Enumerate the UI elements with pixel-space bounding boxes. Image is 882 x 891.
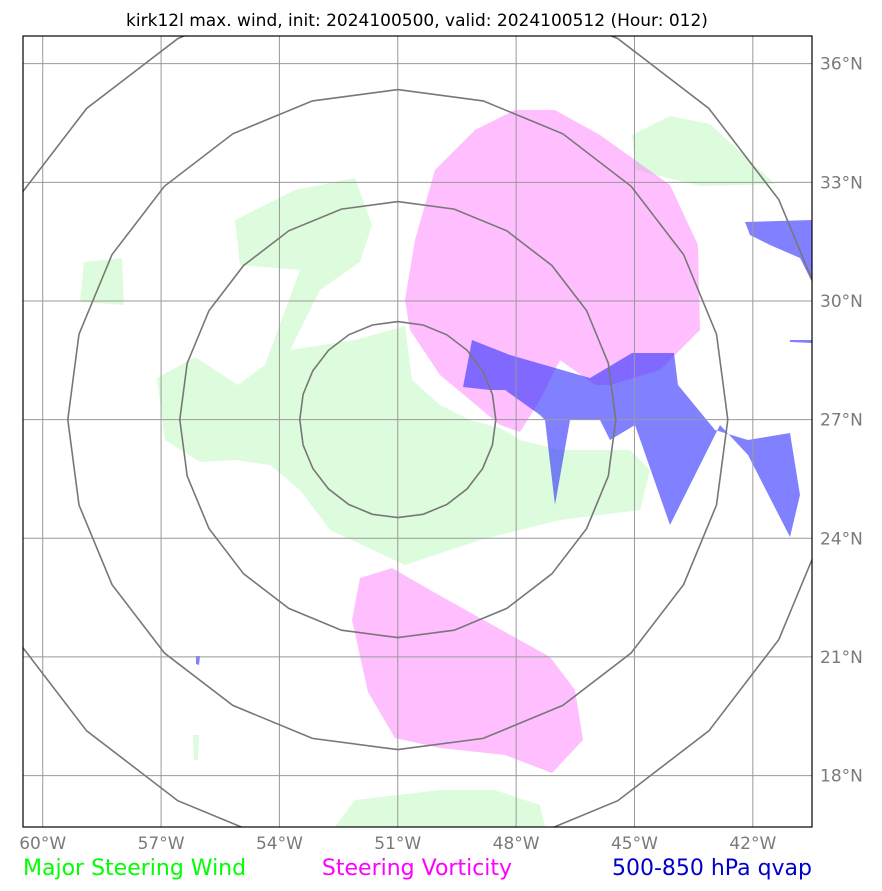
longitude-tick-labels: 60°W 57°W 54°W 51°W 48°W 45°W 42°W	[19, 834, 776, 854]
legend-steering-wind: Major Steering Wind	[23, 856, 246, 881]
legend-qvap: 500-850 hPa qvap	[612, 856, 812, 881]
steering-wind-area-south	[335, 790, 545, 827]
latitude-tick-label: 21°N	[820, 648, 863, 668]
steering-wind-area-west	[80, 258, 124, 305]
latitude-tick-label: 36°N	[820, 55, 863, 75]
longitude-tick-label: 42°W	[729, 834, 776, 854]
range-ring	[23, 36, 812, 827]
map-title: kirk12l max. wind, init: 2024100500, val…	[126, 11, 708, 31]
qvap-area-northeast	[745, 220, 812, 282]
qvap-layer	[196, 220, 812, 665]
latitude-tick-labels: 18°N 21°N 24°N 27°N 30°N 33°N 36°N	[820, 55, 863, 787]
legend-steering-vorticity: Steering Vorticity	[322, 856, 512, 881]
latitude-tick-label: 33°N	[820, 173, 863, 193]
longitude-tick-label: 54°W	[256, 834, 303, 854]
latitude-tick-label: 24°N	[820, 529, 863, 549]
longitude-tick-label: 57°W	[138, 834, 185, 854]
map-frame	[22, 35, 813, 828]
range-ring	[298, 320, 497, 519]
latitude-tick-label: 18°N	[820, 767, 863, 787]
longitude-tick-label: 51°W	[374, 834, 421, 854]
steering-wind-area-small	[193, 735, 199, 760]
latitude-tick-label: 27°N	[820, 411, 863, 431]
range-ring	[178, 200, 617, 639]
qvap-area-small-east	[790, 340, 812, 343]
qvap-area-main	[463, 340, 800, 537]
longitude-tick-label: 48°W	[493, 834, 540, 854]
steering-vorticity-area-south	[352, 568, 583, 773]
range-rings	[23, 36, 812, 827]
longitude-tick-label: 60°W	[19, 834, 66, 854]
graticule	[23, 36, 812, 827]
steering-wind-area-northeast	[632, 116, 775, 186]
map-plot-area	[23, 36, 812, 827]
latitude-tick-label: 30°N	[820, 292, 863, 312]
qvap-area-small-west	[196, 656, 200, 665]
range-ring	[66, 88, 729, 751]
longitude-tick-label: 45°W	[611, 834, 658, 854]
steering-wind-area-main	[157, 178, 650, 565]
steering-wind-layer	[80, 116, 775, 827]
